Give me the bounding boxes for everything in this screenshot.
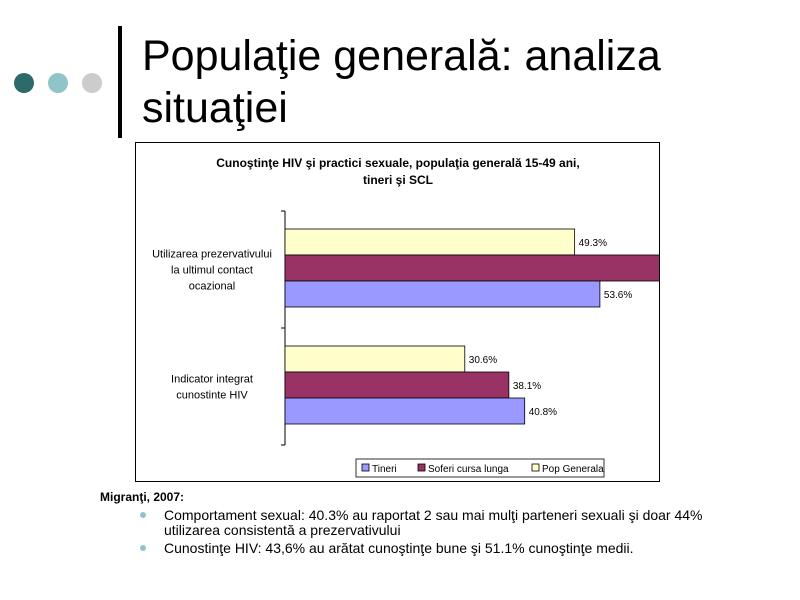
bullet-icon <box>140 545 146 551</box>
bar <box>284 228 576 256</box>
bullet-icon <box>140 512 146 518</box>
chart-title-line2: tineri şi SCL <box>363 173 433 187</box>
notes-section: Migranţi, 2007: Comportament sexual: 40.… <box>100 490 720 559</box>
decor-dot-teal <box>48 73 68 93</box>
legend-label: Tineri <box>372 464 397 475</box>
legend-label: Soferi cursa lunga <box>428 464 509 475</box>
category-label: Indicator integrat <box>171 374 253 386</box>
decor-dot-dark <box>14 73 34 93</box>
chart-title-line1: Cunoştinţe HIV şi practici sexuale, popu… <box>216 156 579 170</box>
notes-item-text: Comportament sexual: 40.3% au raportat 2… <box>164 507 703 538</box>
data-label: 40.8% <box>529 407 557 418</box>
data-label: 49.3% <box>579 238 607 249</box>
bar <box>284 254 659 282</box>
data-label: 53.6% <box>604 290 632 301</box>
category-label: Utilizarea prezervativului <box>152 249 272 261</box>
bar-chart: Cunoştinţe HIV şi practici sexuale, popu… <box>152 156 659 478</box>
data-label: 38.1% <box>513 381 541 392</box>
legend-label: Pop Generala <box>542 464 604 475</box>
decor-dot-gray <box>82 73 102 93</box>
notes-item-sexual-behaviour: Comportament sexual: 40.3% au raportat 2… <box>100 508 720 538</box>
slide-title-line2: situaţiei <box>142 84 288 132</box>
slide-title-line1: Populaţie generală: analiza <box>142 32 661 80</box>
category-label: la ultimul contact <box>171 265 253 277</box>
notes-item-text: Cunostinţe HIV: 43,6% au arătat cunoştin… <box>164 540 634 556</box>
bar <box>284 280 601 308</box>
legend-swatch <box>417 463 426 472</box>
legend-box <box>355 458 605 478</box>
bar <box>284 371 510 399</box>
category-label: ocazional <box>189 281 235 293</box>
notes-list: Comportament sexual: 40.3% au raportat 2… <box>100 508 720 556</box>
slide-title: Populaţie generală: analiza situaţiei <box>142 30 661 134</box>
chart-frame: Cunoştinţe HIV şi practici sexuale, popu… <box>135 142 660 482</box>
legend-swatch <box>531 463 540 472</box>
title-divider <box>118 26 122 138</box>
category-label: cunostinte HIV <box>176 390 248 402</box>
notes-heading: Migranţi, 2007: <box>100 490 185 504</box>
data-label: 30.6% <box>469 355 497 366</box>
notes-item-hiv-knowledge: Cunostinţe HIV: 43,6% au arătat cunoştin… <box>100 541 720 556</box>
bar <box>284 397 526 425</box>
legend-swatch <box>361 463 370 472</box>
bar <box>284 345 466 373</box>
